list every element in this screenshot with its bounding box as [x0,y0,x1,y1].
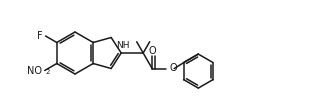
Text: 2: 2 [46,69,50,75]
Text: O: O [149,46,156,56]
Text: NH: NH [116,41,130,50]
Text: NO: NO [27,66,42,75]
Text: O: O [170,63,177,73]
Text: F: F [37,31,43,41]
